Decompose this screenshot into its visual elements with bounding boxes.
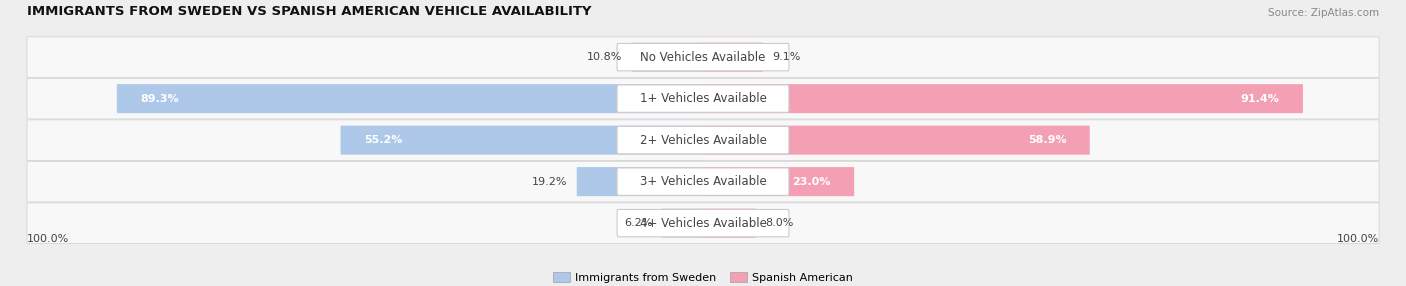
FancyBboxPatch shape [703, 84, 1303, 113]
FancyBboxPatch shape [631, 43, 703, 72]
Text: 58.9%: 58.9% [1028, 135, 1067, 145]
Text: 23.0%: 23.0% [793, 177, 831, 187]
Text: 10.8%: 10.8% [586, 52, 623, 62]
Text: 3+ Vehicles Available: 3+ Vehicles Available [640, 175, 766, 188]
Text: 55.2%: 55.2% [364, 135, 402, 145]
FancyBboxPatch shape [617, 209, 789, 237]
Text: 100.0%: 100.0% [27, 234, 69, 244]
FancyBboxPatch shape [703, 126, 1090, 155]
Text: 1+ Vehicles Available: 1+ Vehicles Available [640, 92, 766, 105]
FancyBboxPatch shape [576, 167, 703, 196]
FancyBboxPatch shape [27, 78, 1379, 119]
FancyBboxPatch shape [703, 43, 763, 72]
FancyBboxPatch shape [617, 126, 789, 154]
FancyBboxPatch shape [27, 161, 1379, 202]
FancyBboxPatch shape [27, 37, 1379, 78]
FancyBboxPatch shape [703, 167, 855, 196]
FancyBboxPatch shape [117, 84, 703, 113]
Text: 19.2%: 19.2% [531, 177, 567, 187]
FancyBboxPatch shape [27, 120, 1379, 160]
Legend: Immigrants from Sweden, Spanish American: Immigrants from Sweden, Spanish American [548, 267, 858, 286]
Text: 9.1%: 9.1% [772, 52, 801, 62]
FancyBboxPatch shape [617, 85, 789, 112]
Text: No Vehicles Available: No Vehicles Available [640, 51, 766, 64]
FancyBboxPatch shape [27, 203, 1379, 243]
Text: 100.0%: 100.0% [1337, 234, 1379, 244]
Text: Source: ZipAtlas.com: Source: ZipAtlas.com [1268, 8, 1379, 18]
Text: 91.4%: 91.4% [1241, 94, 1279, 104]
Text: 6.2%: 6.2% [624, 218, 652, 228]
Text: 8.0%: 8.0% [765, 218, 794, 228]
FancyBboxPatch shape [340, 126, 703, 155]
FancyBboxPatch shape [703, 208, 756, 238]
FancyBboxPatch shape [617, 168, 789, 195]
Text: 4+ Vehicles Available: 4+ Vehicles Available [640, 217, 766, 230]
Text: 89.3%: 89.3% [141, 94, 179, 104]
Text: 2+ Vehicles Available: 2+ Vehicles Available [640, 134, 766, 147]
FancyBboxPatch shape [617, 43, 789, 71]
Text: IMMIGRANTS FROM SWEDEN VS SPANISH AMERICAN VEHICLE AVAILABILITY: IMMIGRANTS FROM SWEDEN VS SPANISH AMERIC… [27, 5, 592, 18]
FancyBboxPatch shape [662, 208, 703, 238]
